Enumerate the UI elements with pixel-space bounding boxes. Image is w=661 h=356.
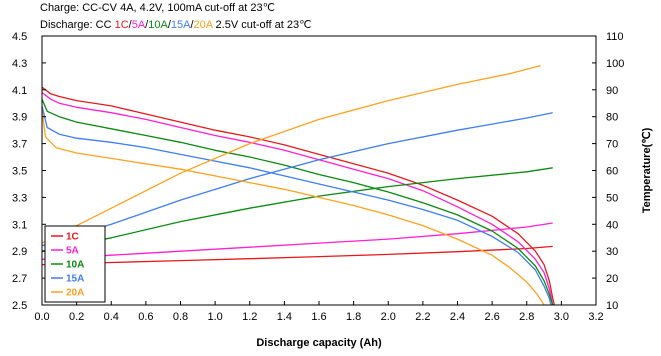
- legend-label-1C: 1C: [66, 232, 79, 243]
- discharge-rate-5: /: [167, 19, 171, 31]
- x-tick-label: 0.4: [104, 311, 119, 323]
- legend-label-10A: 10A: [66, 260, 84, 271]
- y-left-tick-label: 2.9: [12, 246, 27, 258]
- x-tick-label: 3.2: [588, 311, 603, 323]
- y-right-tick-label: 70: [606, 139, 618, 151]
- voltage-line-5A: [41, 91, 554, 306]
- y-right-tick-label: 20: [606, 273, 618, 285]
- y-right-tick-label: 60: [606, 166, 618, 178]
- y-right-tick-label: 80: [606, 112, 618, 124]
- voltage-line-15A: [41, 105, 552, 306]
- temperature-line-20A: [41, 64, 541, 244]
- y-right-tick-label: 90: [606, 85, 618, 97]
- temperature-line-10A: [41, 167, 553, 252]
- voltage-line-1C: [41, 86, 556, 306]
- x-tick-label: 0.0: [34, 311, 49, 323]
- y-left-tick-label: 2.5: [12, 300, 27, 312]
- voltage-line-20A: [41, 109, 545, 306]
- discharge-rate-8: 20A: [193, 19, 213, 31]
- x-tick-label: 2.8: [519, 311, 534, 323]
- x-tick-label: 1.4: [277, 311, 292, 323]
- discharge-rate-2: 5A: [131, 19, 146, 31]
- discharge-rates: 1C/5A/10A/15A/20A: [115, 19, 213, 31]
- x-tick-label: 1.0: [207, 311, 222, 323]
- x-tick-label: 0.8: [173, 311, 188, 323]
- y-left-tick-label: 4.3: [12, 58, 27, 70]
- legend: 1C 5A 10A 15A 20A: [44, 225, 106, 303]
- y-right-tick-label: 100: [606, 58, 624, 70]
- x-tick-label: 2.4: [450, 311, 465, 323]
- y-left-tick-label: 2.7: [12, 273, 27, 285]
- discharge-suffix: 2.5V cut-off at 23℃: [212, 19, 312, 31]
- x-tick-label: 2.6: [484, 311, 499, 323]
- y-right-tick-label: 30: [606, 246, 618, 258]
- y-right-tick-label: 50: [606, 192, 618, 204]
- legend-label-15A: 15A: [66, 274, 84, 285]
- y-left-tick-label: 4.1: [12, 85, 27, 97]
- y-right-tick-label: 10: [606, 300, 618, 312]
- x-axis: 0.0 0.2 0.4 0.6 0.8 1.0 1.2 1.4 1.6 1.8 2.0 2.2 2.4 2…: [34, 301, 604, 323]
- series-layer: [41, 64, 556, 306]
- y-right-tick-label: 110: [606, 31, 624, 43]
- x-tick-label: 1.6: [311, 311, 326, 323]
- x-tick-label: 1.8: [346, 311, 361, 323]
- discharge-rate-1: /: [128, 19, 132, 31]
- y-axis-right: 10 20 30 40 50 60 70 80 90 100 110: [592, 31, 624, 312]
- discharge-rate-3: /: [145, 19, 149, 31]
- chart-title-charge: Charge: CC-CV 4A, 4.2V, 100mA cut-off at…: [40, 2, 275, 14]
- y-axis-left: 2.5 2.7 2.9 3.1 3.3 3.5 3.7 3.9 4.1 4.3 4.5: [12, 31, 46, 312]
- x-tick-label: 2.2: [415, 311, 430, 323]
- discharge-rate-0: 1C: [114, 19, 129, 31]
- discharge-rate-4: 10A: [148, 19, 168, 31]
- x-tick-label: 2.0: [381, 311, 396, 323]
- y-right-tick-label: 40: [606, 219, 618, 231]
- y-left-tick-label: 3.9: [12, 112, 27, 124]
- temperature-line-15A: [41, 112, 553, 247]
- legend-label-5A: 5A: [66, 246, 79, 257]
- x-tick-label: 3.0: [554, 311, 569, 323]
- x-tick-label: 0.6: [138, 311, 153, 323]
- y-left-tick-label: 3.1: [12, 219, 27, 231]
- temperature-line-5A: [41, 222, 553, 260]
- plot-frame: [41, 35, 597, 306]
- discharge-rate-6: 15A: [170, 19, 191, 31]
- legend-label-20A: 20A: [66, 288, 84, 299]
- voltage-line-10A: [41, 98, 554, 306]
- y-left-tick-label: 3.5: [12, 166, 27, 178]
- y-left-tick-label: 3.7: [12, 139, 27, 151]
- y-left-tick-label: 4.5: [12, 31, 27, 43]
- y-left-tick-label: 3.3: [12, 192, 27, 204]
- y-axis-right-label: Temperature(℃): [641, 127, 653, 213]
- temperature-line-1C: [41, 245, 553, 266]
- discharge-rate-7: /: [190, 19, 194, 31]
- discharge-prefix: Discharge: CC: [40, 19, 115, 31]
- x-tick-label: 1.2: [242, 311, 257, 323]
- chart-title-discharge: Discharge: CC 1C/5A/10A/15A/20A 2.5V cut…: [40, 18, 311, 31]
- x-tick-label: 0.2: [69, 311, 84, 323]
- x-axis-label: Discharge capacity (Ah): [256, 337, 382, 349]
